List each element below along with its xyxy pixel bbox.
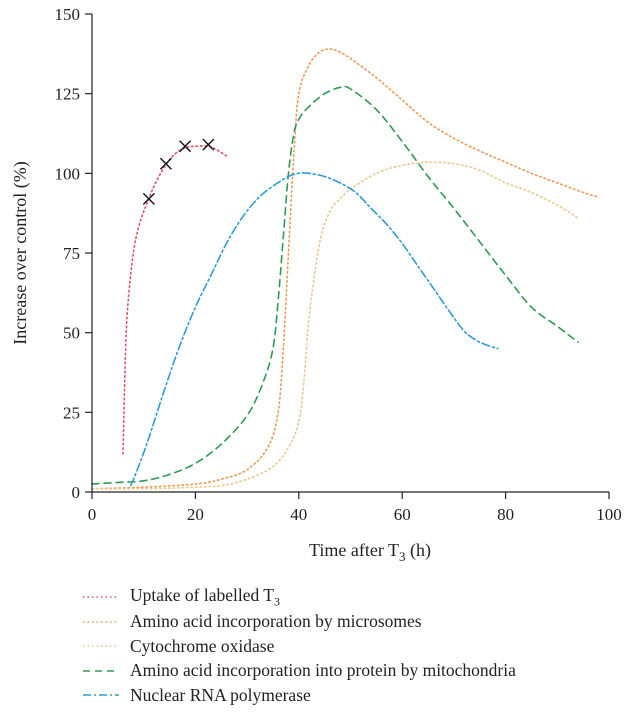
legend-swatch-cytochrome (83, 645, 119, 648)
data-point-marker (179, 140, 192, 153)
y-tick-label: 50 (63, 324, 80, 343)
series-line-cytochrome (91, 161, 579, 490)
legend: Uptake of labelled T3 Amino acid incorpo… (82, 585, 622, 708)
x-axis-title: Time after T3 (h) (309, 540, 431, 564)
legend-item-uptake: Uptake of labelled T3 (82, 585, 622, 610)
legend-swatch-rna-polymerase (83, 694, 119, 697)
x-tick-label: 100 (596, 505, 622, 524)
legend-swatch-mitochondria (83, 669, 119, 672)
series-line-mitochondria (91, 85, 579, 485)
x-tick-label: 80 (497, 505, 514, 524)
y-tick-label: 100 (55, 164, 81, 183)
axes (91, 14, 609, 493)
data-point-marker (142, 192, 155, 205)
x-tick-label: 0 (88, 505, 97, 524)
series-line-uptake (122, 145, 228, 455)
x-tick-label: 40 (290, 505, 307, 524)
line-chart: 0 25 50 75 100 125 150 0 20 40 60 80 100 Increase ov… (10, 5, 622, 564)
ticks: 0 25 50 75 100 125 150 0 20 40 60 80 100 (55, 5, 622, 524)
y-tick-label: 25 (63, 403, 80, 422)
x-axis-title-main: Time after T (309, 540, 399, 560)
legend-label-uptake: Uptake of labelled T3 (130, 585, 280, 609)
legend-item-rna-polymerase: Nuclear RNA polymerase (82, 683, 622, 708)
legend-item-mitochondria: Amino acid incorporation into protein by… (82, 659, 622, 684)
data-point-marker (202, 138, 215, 151)
legend-label-rna-polymerase: Nuclear RNA polymerase (130, 684, 311, 705)
series-layer (91, 48, 600, 490)
y-tick-label: 75 (63, 244, 80, 263)
y-tick-label: 0 (72, 483, 81, 502)
y-axis-title: Increase over control (%) (10, 161, 31, 344)
x-axis-title-sub: 3 (399, 549, 406, 564)
x-axis-title-suffix: (h) (406, 540, 432, 561)
series-line-microsomes (91, 48, 600, 490)
x-tick-label: 20 (187, 505, 204, 524)
y-tick-label: 125 (55, 85, 81, 104)
legend-item-microsomes: Amino acid incorporation by microsomes (82, 610, 622, 635)
series-line-rna-polymerase (129, 172, 499, 487)
legend-label-mitochondria: Amino acid incorporation into protein by… (130, 660, 516, 681)
legend-label-microsomes: Amino acid incorporation by microsomes (130, 611, 422, 632)
marker-layer (142, 138, 215, 205)
legend-item-cytochrome: Cytochrome oxidase (82, 634, 622, 659)
y-tick-label: 150 (55, 5, 81, 24)
legend-swatch-microsomes (83, 620, 119, 623)
legend-label-cytochrome: Cytochrome oxidase (130, 635, 275, 656)
data-point-marker (159, 157, 172, 170)
legend-swatch-uptake (83, 596, 119, 599)
x-tick-label: 60 (394, 505, 411, 524)
